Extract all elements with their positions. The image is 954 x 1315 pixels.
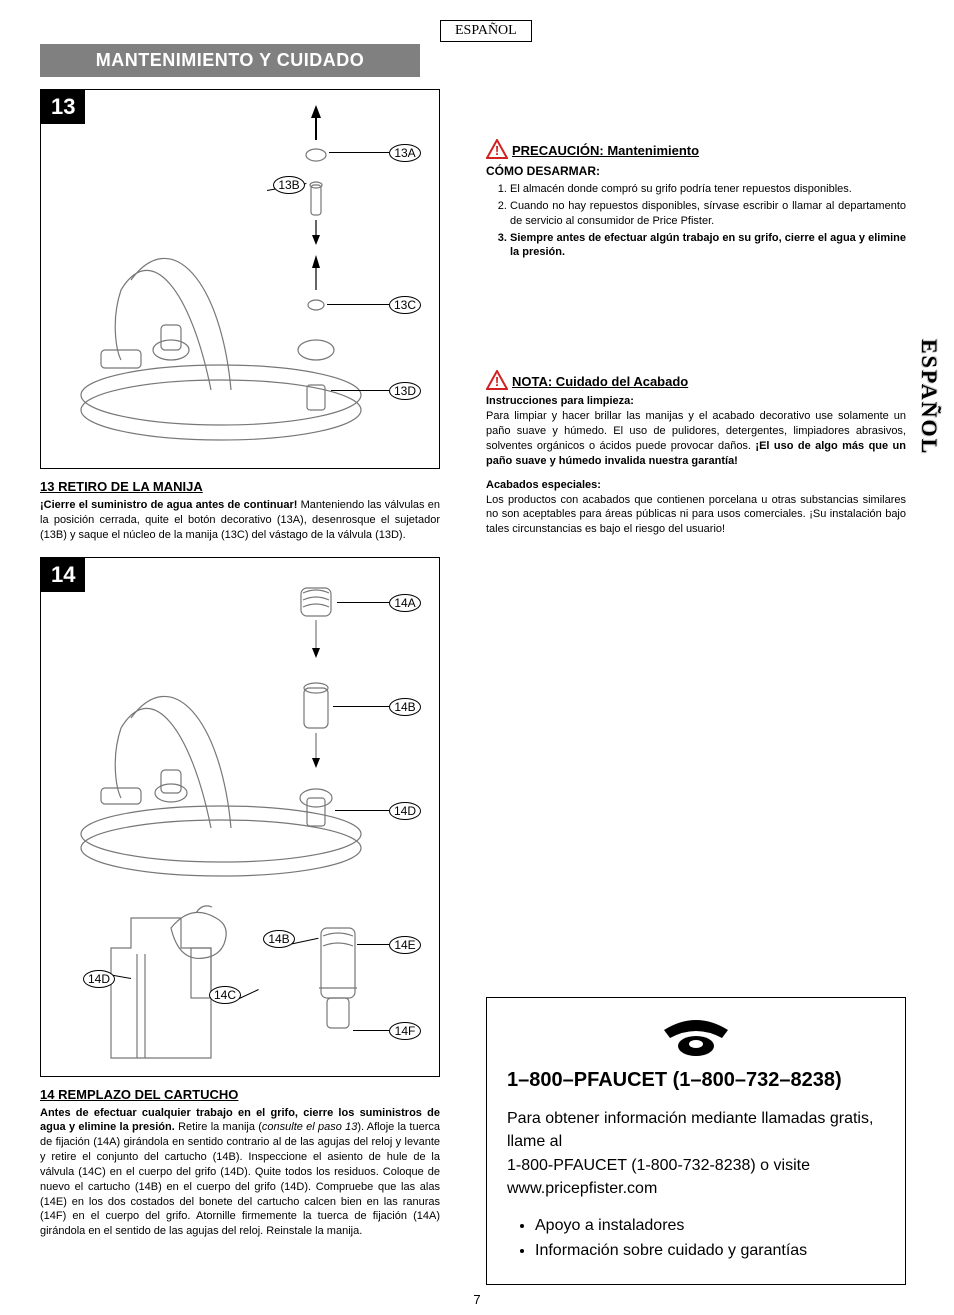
- left-column: 13: [40, 89, 440, 1239]
- note-body-1: Para limpiar y hacer brillar las manijas…: [486, 409, 906, 468]
- infobox-bullet-1: Apoyo a instaladores: [535, 1214, 885, 1237]
- callout-13d: 13D: [389, 382, 421, 400]
- caution-sub: CÓMO DESARMAR:: [486, 164, 906, 178]
- callout-14d-lower: 14D: [83, 970, 115, 988]
- figure-13-sketch: [41, 90, 441, 470]
- step-14-r2: ). Afloje la tuerca de fijación (14A) gi…: [40, 1121, 440, 1237]
- caution-item-2: Cuando no hay repuestos disponibles, sír…: [510, 199, 906, 229]
- infobox-bullets: Apoyo a instaladores Información sobre c…: [507, 1214, 885, 1262]
- figure-14: 14: [40, 557, 440, 1077]
- note-body-2: Los productos con acabados que contienen…: [486, 493, 906, 538]
- note-sub: Instrucciones para limpieza:: [486, 395, 906, 407]
- page-number: 7: [473, 1292, 480, 1307]
- caution-item-1: El almacén donde compró su grifo podría …: [510, 182, 906, 197]
- caution-item-3: Siempre antes de efectuar algún trabajo …: [510, 231, 906, 261]
- infobox-line1: Para obtener información mediante llamad…: [507, 1107, 885, 1153]
- infobox-line2: 1-800-PFAUCET (1-800-732-8238) o visite …: [507, 1154, 885, 1200]
- step-14-it: consulte el paso 13: [262, 1121, 357, 1133]
- side-language-tab: ESPAÑOL: [916, 339, 942, 455]
- callout-14c: 14C: [209, 986, 241, 1004]
- warning-triangle-icon: !: [486, 370, 508, 393]
- step-13-body: ¡Cierre el suministro de agua antes de c…: [40, 498, 440, 543]
- figure-14-sketch: [41, 558, 441, 1078]
- warning-triangle-icon: !: [486, 139, 508, 162]
- note-block: ! NOTA: Cuidado del Acabado Instruccione…: [486, 370, 906, 537]
- step-13-title: 13 RETIRO DE LA MANIJA: [40, 479, 440, 494]
- step-14-body: Antes de efectuar cualquier trabajo en e…: [40, 1106, 440, 1240]
- right-column: ESPAÑOL ! PRECAUCIÓN: Mantenimiento CÓMO…: [486, 89, 906, 1285]
- callout-14b-upper: 14B: [389, 698, 421, 716]
- step-13-bold: ¡Cierre el suministro de agua antes de c…: [40, 499, 297, 511]
- caution-list: El almacén donde compró su grifo podría …: [486, 182, 906, 260]
- callout-13b: 13B: [273, 176, 305, 194]
- callout-14d-upper: 14D: [389, 802, 421, 820]
- callout-13a: 13A: [389, 144, 421, 162]
- callout-14b-lower: 14B: [263, 930, 295, 948]
- infobox-bullet-2: Información sobre cuidado y garantías: [535, 1239, 885, 1262]
- callout-14a: 14A: [389, 594, 421, 612]
- svg-text:!: !: [495, 374, 499, 389]
- note-sub2: Acabados especiales:: [486, 479, 906, 491]
- phone-info-box: 1–800–PFAUCET (1–800–732–8238) Para obte…: [486, 997, 906, 1285]
- language-tab: ESPAÑOL: [440, 20, 532, 42]
- step-14-title: 14 REMPLAZO DEL CARTUCHO: [40, 1087, 440, 1102]
- note-heading: NOTA: Cuidado del Acabado: [512, 374, 688, 389]
- caution-heading: PRECAUCIÓN: Mantenimiento: [512, 143, 699, 158]
- svg-text:!: !: [495, 143, 499, 158]
- section-bar: MANTENIMIENTO Y CUIDADO: [40, 44, 420, 77]
- phone-number-large: 1–800–PFAUCET (1–800–732–8238): [507, 1066, 885, 1095]
- callout-14e: 14E: [389, 936, 421, 954]
- callout-14f: 14F: [389, 1022, 421, 1040]
- telephone-icon: [656, 1016, 736, 1056]
- figure-13: 13: [40, 89, 440, 469]
- caution-block: ! PRECAUCIÓN: Mantenimiento CÓMO DESARMA…: [486, 139, 906, 260]
- callout-13c: 13C: [389, 296, 421, 314]
- step-14-r1: Retire la manija (: [175, 1121, 262, 1133]
